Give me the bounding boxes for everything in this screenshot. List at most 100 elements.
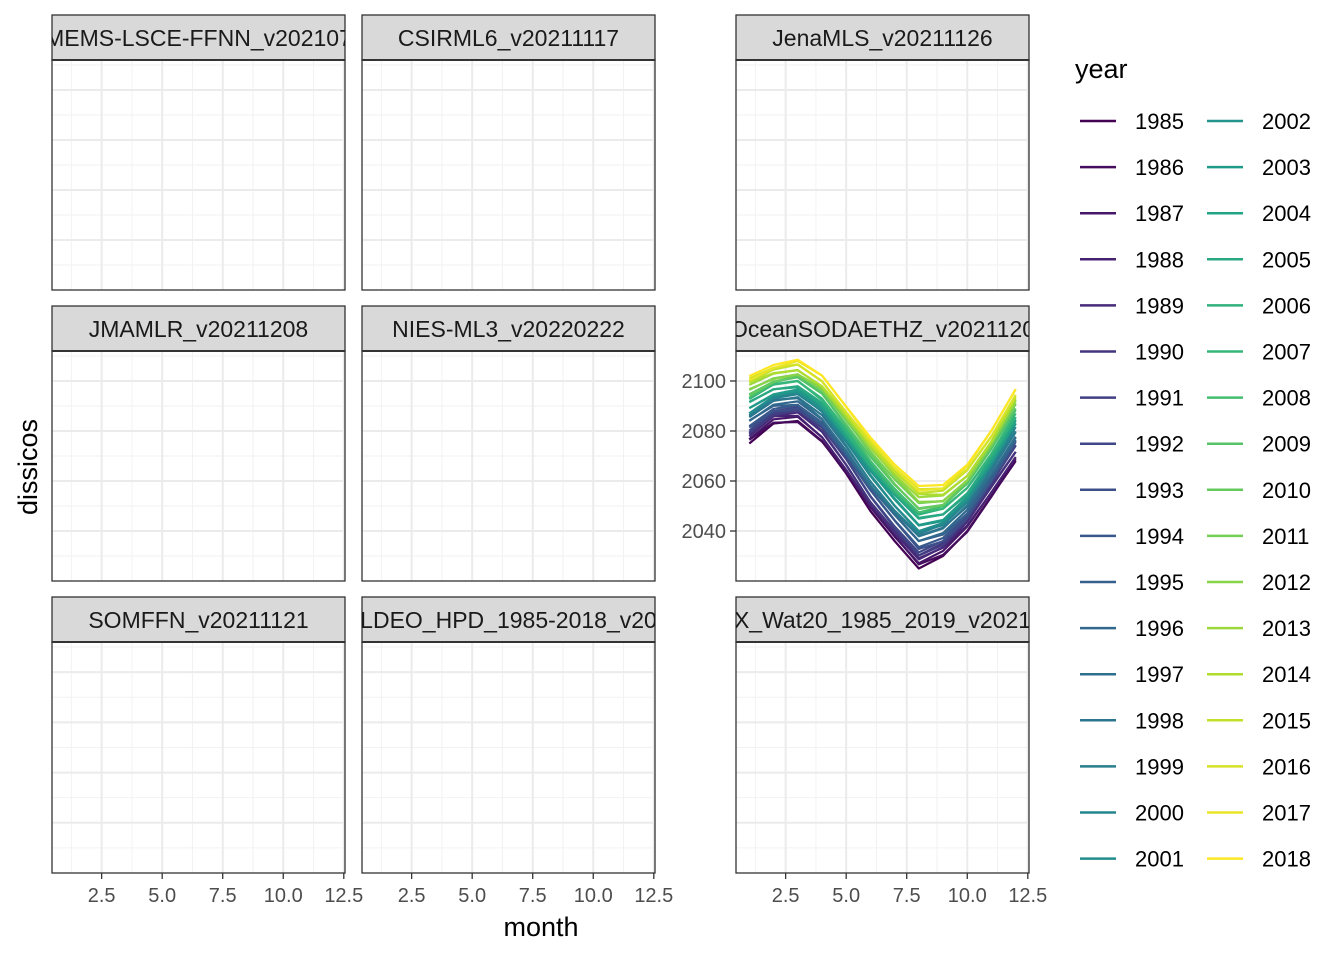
x-tick-label: 10.0 xyxy=(948,885,987,907)
facet-strip-label: X_Wat20_1985_2019_v2021 xyxy=(734,607,1031,633)
facet-strip xyxy=(361,596,656,643)
legend-label: 1986 xyxy=(1135,155,1184,180)
x-tick-label: 12.5 xyxy=(1008,885,1047,907)
y-tick-label: 2080 xyxy=(682,421,727,443)
panel-background xyxy=(736,60,1029,290)
legend-label: 1991 xyxy=(1135,386,1184,411)
facet-strip xyxy=(361,14,656,61)
panel-grid xyxy=(736,642,1029,873)
x-tick-label: 2.5 xyxy=(772,885,800,907)
legend-item: 1999 xyxy=(1080,754,1184,779)
y-axis-title: dissicos xyxy=(13,419,43,515)
facet-strip xyxy=(51,305,346,352)
legend-label: 1990 xyxy=(1135,340,1184,365)
legend-item: 2018 xyxy=(1207,847,1311,872)
facet-strip-label: JMAMLR_v20211208 xyxy=(89,316,308,342)
legend-item: 1992 xyxy=(1080,432,1184,457)
legend-label: 1987 xyxy=(1135,201,1184,226)
legend-label: 1998 xyxy=(1135,708,1184,733)
legend-item: 1990 xyxy=(1080,340,1184,365)
facet-strip-label: JenaMLS_v20211126 xyxy=(772,25,992,51)
legend-label: 1989 xyxy=(1135,293,1184,318)
x-tick-label: 5.0 xyxy=(458,885,486,907)
x-tick-label: 5.0 xyxy=(832,885,860,907)
x-axes: 2.5 5.0 7.5 10.0 12.5 2.5 5.0 7.5 10.0 12.5 2.5 5.0… xyxy=(88,873,1047,907)
facet-panel: OceanSODAETHZ_v2021120 xyxy=(730,305,1035,582)
series-line-2002 xyxy=(748,390,1017,527)
facet-strip-label: OceanSODAETHZ_v2021120 xyxy=(730,316,1035,342)
legend-item: 1993 xyxy=(1080,478,1184,503)
legend-label: 2003 xyxy=(1262,155,1311,180)
legend-item: 1996 xyxy=(1080,616,1184,641)
facet-strip xyxy=(361,305,656,352)
facet-panel: LDEO_HPD_1985-2018_v20 xyxy=(360,596,657,874)
legend-label: 2007 xyxy=(1262,340,1311,365)
x-axis-title: month xyxy=(503,912,578,942)
legend-title: year xyxy=(1075,54,1128,84)
legend-item: 2009 xyxy=(1207,432,1311,457)
facet-strip xyxy=(735,14,1030,61)
legend-label: 1992 xyxy=(1135,432,1184,457)
legend-item: 2012 xyxy=(1207,570,1311,595)
series-line-2009 xyxy=(748,376,1017,510)
legend-item: 1986 xyxy=(1080,155,1184,180)
facet-panel: CSIRML6_v20211117 xyxy=(361,14,656,291)
legend-item: 2007 xyxy=(1207,340,1311,365)
legend-label: 2014 xyxy=(1262,662,1311,687)
legend-item: 2011 xyxy=(1207,524,1309,549)
legend-item: 2015 xyxy=(1207,708,1311,733)
facet-strip-label: LDEO_HPD_1985-2018_v20 xyxy=(360,607,657,633)
legend-label: 2002 xyxy=(1262,109,1311,134)
x-tick-label: 7.5 xyxy=(519,885,547,907)
legend-label: 1993 xyxy=(1135,478,1184,503)
legend-item: 2016 xyxy=(1207,754,1311,779)
y-axis: 2040 2060 2080 2100 xyxy=(682,371,736,543)
y-tick-label: 2040 xyxy=(682,521,727,543)
x-tick-label: 12.5 xyxy=(324,885,363,907)
panel-background xyxy=(736,642,1029,873)
series-line-2018 xyxy=(748,358,1017,488)
x-tick-label: 12.5 xyxy=(634,885,673,907)
panel-grid xyxy=(362,60,655,290)
legend-label: 2004 xyxy=(1262,201,1311,226)
x-tick-label: 7.5 xyxy=(893,885,921,907)
legend-label: 2012 xyxy=(1262,570,1311,595)
legend-item: 1985 xyxy=(1080,109,1184,134)
x-tick-label: 10.0 xyxy=(264,885,303,907)
legend-label: 2011 xyxy=(1262,524,1309,549)
legend-item: 2000 xyxy=(1080,801,1184,826)
panel-background xyxy=(362,351,655,581)
x-tick-label: 5.0 xyxy=(148,885,176,907)
legend-label: 1999 xyxy=(1135,754,1184,779)
legend-item: 2010 xyxy=(1207,478,1311,503)
facet-panel: SOMFFN_v20211121 xyxy=(51,596,346,874)
legend-label: 2009 xyxy=(1262,432,1311,457)
facet-panels: MEMS-LSCE-FFNN_v202107 CSIRML6_v20211117 J… xyxy=(51,14,1035,874)
panel-grid xyxy=(362,351,655,581)
legend-label: 1985 xyxy=(1135,109,1184,134)
legend-item: 1997 xyxy=(1080,662,1184,687)
x-tick-label: 2.5 xyxy=(88,885,116,907)
legend-item: 2003 xyxy=(1207,155,1311,180)
legend-item: 2014 xyxy=(1207,662,1311,687)
legend-item: 2006 xyxy=(1207,293,1311,318)
legend-item: 2013 xyxy=(1207,616,1311,641)
facet-strip-label: NIES-ML3_v20220222 xyxy=(392,316,625,342)
panel-grid xyxy=(52,60,345,290)
legend-label: 2006 xyxy=(1262,293,1311,318)
legend-item: 1998 xyxy=(1080,708,1184,733)
panel-background xyxy=(52,642,345,873)
legend: year 1985 1986 1987 1988 1989 1990 1991 1992 199… xyxy=(1075,54,1311,872)
legend-label: 2018 xyxy=(1262,847,1311,872)
panel-grid xyxy=(736,60,1029,290)
legend-label: 1994 xyxy=(1135,524,1184,549)
legend-label: 2017 xyxy=(1262,801,1311,826)
legend-label: 2000 xyxy=(1135,801,1184,826)
panel-background xyxy=(52,60,345,290)
legend-label: 1988 xyxy=(1135,247,1184,272)
facet-strip-label: CSIRML6_v20211117 xyxy=(398,25,619,51)
legend-item: 2005 xyxy=(1207,247,1311,272)
facet-strip xyxy=(735,596,1030,643)
panel-background xyxy=(362,642,655,873)
